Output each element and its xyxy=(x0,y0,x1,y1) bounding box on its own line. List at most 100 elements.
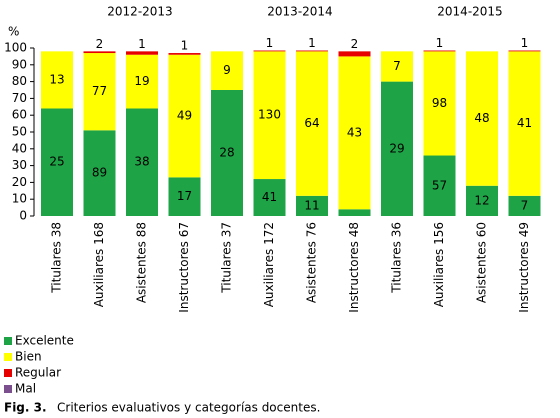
y-tick-label: 100 xyxy=(4,41,27,55)
data-label: 12 xyxy=(474,193,489,207)
bar-segment xyxy=(466,51,498,186)
bar-segment xyxy=(253,179,286,216)
bar-segment xyxy=(126,108,158,216)
legend-label: Excelente xyxy=(15,334,74,348)
caption-label: Fig. 3. xyxy=(4,401,47,415)
bar-segment xyxy=(83,53,116,131)
y-tick-label: 0 xyxy=(19,209,27,223)
legend-swatch xyxy=(4,337,12,345)
x-tick-label: Instructores 49 xyxy=(517,222,531,313)
legend-label: Regular xyxy=(15,366,61,380)
x-tick-label: Asistentes 60 xyxy=(475,222,489,303)
y-tick-label: 10 xyxy=(12,192,27,206)
legend-swatch xyxy=(4,385,12,393)
data-label: 2 xyxy=(351,37,359,51)
bar-segment xyxy=(381,51,413,82)
data-label: 1 xyxy=(181,39,189,53)
y-axis-label: % xyxy=(8,25,19,39)
y-tick-label: 30 xyxy=(12,158,27,172)
bar-segment xyxy=(168,53,201,55)
x-tick-label: Auxiliares 168 xyxy=(92,222,106,307)
data-label: 1 xyxy=(521,36,529,50)
y-tick-label: 80 xyxy=(12,74,27,88)
data-label: 38 xyxy=(134,155,149,169)
bar-segment xyxy=(41,51,73,109)
group-label: 2014-2015 xyxy=(437,5,502,19)
bar-segment xyxy=(508,50,541,52)
y-tick-label: 70 xyxy=(12,91,27,105)
data-label: 9 xyxy=(223,63,231,77)
data-label: 49 xyxy=(177,109,192,123)
bar-segment xyxy=(296,195,328,216)
y-tick-label: 60 xyxy=(12,108,27,122)
data-label: 41 xyxy=(262,190,277,204)
data-label: 7 xyxy=(393,59,401,73)
legend-swatch xyxy=(4,353,12,361)
bar-segment xyxy=(338,209,371,216)
bar-segment xyxy=(381,81,413,216)
bar-segment xyxy=(296,51,328,196)
data-label: 77 xyxy=(92,84,107,98)
bar-segment xyxy=(126,51,158,55)
bar-segment xyxy=(508,195,541,216)
x-tick-label: Auxiliares 172 xyxy=(262,222,276,307)
data-label: 130 xyxy=(258,108,281,122)
group-label: 2013-2014 xyxy=(267,5,332,19)
data-label: 1 xyxy=(308,36,316,50)
bar-segment xyxy=(423,51,456,156)
data-label: 17 xyxy=(177,189,192,203)
x-tick-label: Instructores 48 xyxy=(347,222,361,313)
data-label: 48 xyxy=(474,111,489,125)
data-label: 29 xyxy=(389,141,404,155)
data-label: 13 xyxy=(49,72,64,86)
data-label: 7 xyxy=(521,198,529,212)
bar-segment xyxy=(41,108,73,216)
bar-segment xyxy=(423,155,456,216)
data-label: 64 xyxy=(304,116,319,130)
data-label: 11 xyxy=(304,198,319,212)
data-label: 1 xyxy=(266,36,274,50)
x-tick-label: Auxiliares 156 xyxy=(432,222,446,307)
x-tick-label: Instructores 67 xyxy=(177,222,191,313)
data-label: 98 xyxy=(432,96,447,110)
caption: Criterios evaluativos y categorías docen… xyxy=(57,401,320,415)
group-label: 2012-2013 xyxy=(107,5,172,19)
data-label: 57 xyxy=(432,178,447,192)
data-label: 28 xyxy=(219,146,234,160)
bar-segment xyxy=(296,50,328,52)
data-label: 1 xyxy=(436,36,444,50)
bar-segment xyxy=(168,177,201,216)
legend-swatch xyxy=(4,369,12,377)
x-tick-label: Asistentes 88 xyxy=(135,222,149,303)
data-label: 89 xyxy=(92,166,107,180)
bar-segment xyxy=(211,90,243,216)
y-tick-label: 90 xyxy=(12,57,27,71)
bar-segment xyxy=(338,56,371,210)
data-label: 25 xyxy=(49,155,64,169)
y-tick-label: 20 xyxy=(12,175,27,189)
data-label: 43 xyxy=(347,125,362,139)
bar-segment xyxy=(211,51,243,90)
bar-segment xyxy=(168,54,201,178)
bar-segment xyxy=(83,51,116,54)
x-tick-label: Asistentes 76 xyxy=(305,222,319,303)
legend-label: Mal xyxy=(15,382,36,396)
legend-label: Bien xyxy=(15,350,42,364)
data-label: 19 xyxy=(134,74,149,88)
data-label: 1 xyxy=(138,37,146,51)
bar-segment xyxy=(253,50,286,52)
y-tick-label: 40 xyxy=(12,141,27,155)
bar-segment xyxy=(423,50,456,52)
bar-segment xyxy=(466,185,498,216)
bar-segment xyxy=(126,54,158,109)
x-tick-label: Titulares 37 xyxy=(220,222,234,294)
x-tick-label: Titulares 38 xyxy=(50,222,64,294)
y-tick-label: 50 xyxy=(12,125,27,139)
x-tick-label: Titulares 36 xyxy=(390,222,404,294)
bar-segment xyxy=(508,51,541,196)
data-label: 41 xyxy=(517,116,532,130)
bar-segment xyxy=(83,130,116,216)
bar-segment xyxy=(338,51,371,57)
bar-segment xyxy=(253,51,286,180)
